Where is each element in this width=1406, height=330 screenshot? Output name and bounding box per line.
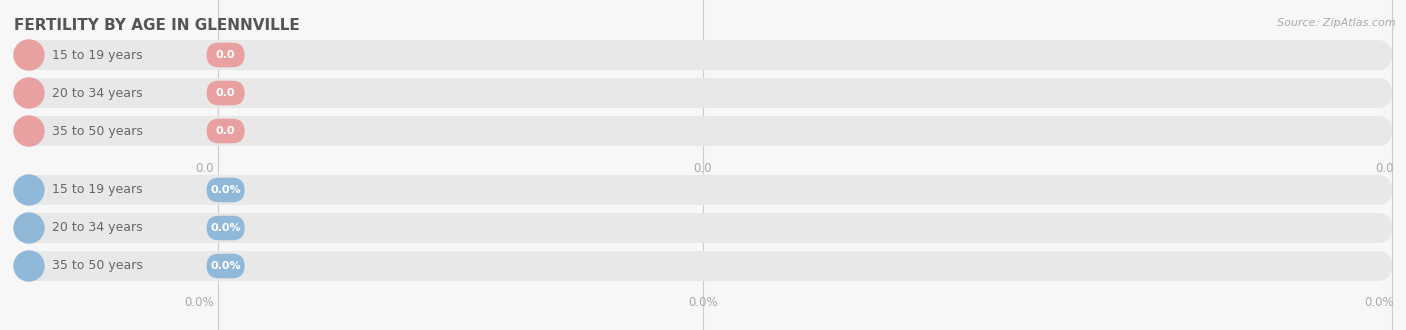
Text: 0.0: 0.0 xyxy=(693,161,713,175)
Text: 0.0: 0.0 xyxy=(1375,161,1393,175)
Text: 15 to 19 years: 15 to 19 years xyxy=(52,183,142,196)
FancyBboxPatch shape xyxy=(14,213,1392,243)
Circle shape xyxy=(14,78,44,108)
Text: 35 to 50 years: 35 to 50 years xyxy=(52,124,143,138)
Text: 0.0%: 0.0% xyxy=(184,296,214,310)
FancyBboxPatch shape xyxy=(207,43,245,67)
Text: 0.0%: 0.0% xyxy=(211,261,240,271)
FancyBboxPatch shape xyxy=(14,40,1392,70)
Circle shape xyxy=(14,175,44,205)
Text: FERTILITY BY AGE IN GLENNVILLE: FERTILITY BY AGE IN GLENNVILLE xyxy=(14,18,299,33)
Text: 0.0%: 0.0% xyxy=(211,185,240,195)
FancyBboxPatch shape xyxy=(14,78,1392,108)
Text: 0.0: 0.0 xyxy=(217,88,235,98)
Text: 0.0%: 0.0% xyxy=(211,223,240,233)
FancyBboxPatch shape xyxy=(14,175,1392,205)
Circle shape xyxy=(14,40,44,70)
Text: 20 to 34 years: 20 to 34 years xyxy=(52,86,142,100)
Text: 0.0: 0.0 xyxy=(217,50,235,60)
FancyBboxPatch shape xyxy=(207,254,245,278)
FancyBboxPatch shape xyxy=(207,119,245,143)
Text: Source: ZipAtlas.com: Source: ZipAtlas.com xyxy=(1278,18,1396,28)
FancyBboxPatch shape xyxy=(207,178,245,202)
FancyBboxPatch shape xyxy=(207,81,245,105)
Text: 15 to 19 years: 15 to 19 years xyxy=(52,49,142,61)
FancyBboxPatch shape xyxy=(14,116,1392,146)
Circle shape xyxy=(14,116,44,146)
Text: 0.0: 0.0 xyxy=(217,126,235,136)
Text: 20 to 34 years: 20 to 34 years xyxy=(52,221,142,235)
FancyBboxPatch shape xyxy=(14,251,1392,281)
Text: 0.0%: 0.0% xyxy=(688,296,718,310)
Text: 0.0: 0.0 xyxy=(195,161,214,175)
Text: 35 to 50 years: 35 to 50 years xyxy=(52,259,143,273)
Text: 0.0%: 0.0% xyxy=(1364,296,1393,310)
Circle shape xyxy=(14,213,44,243)
FancyBboxPatch shape xyxy=(207,216,245,240)
Circle shape xyxy=(14,251,44,281)
